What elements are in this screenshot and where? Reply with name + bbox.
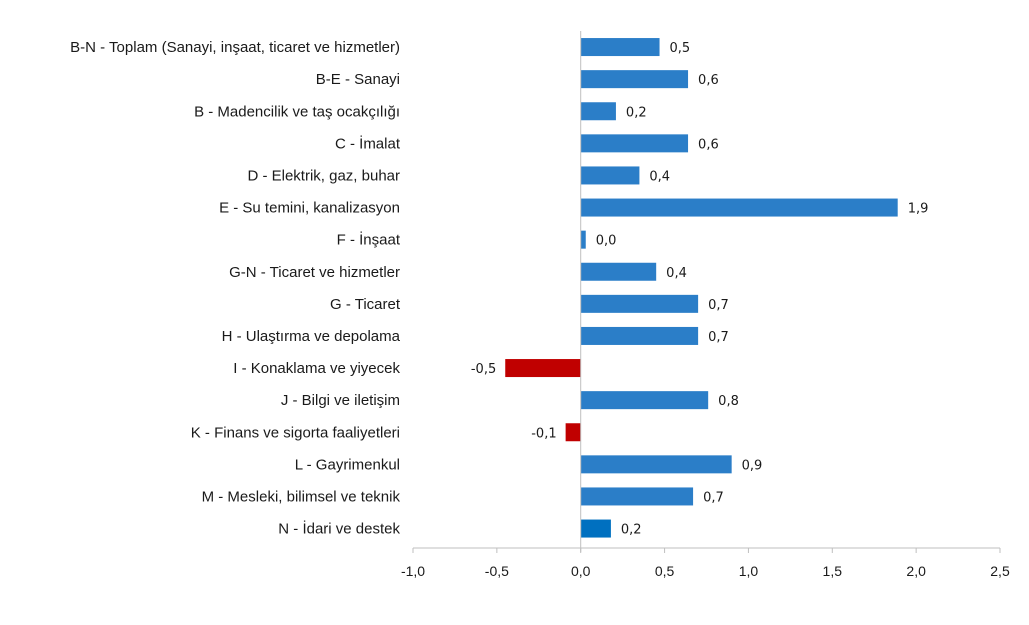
bar xyxy=(580,102,616,121)
data-label: 0,7 xyxy=(708,298,729,313)
category-label: M - Mesleki, bilimsel ve teknik xyxy=(202,488,401,505)
bar xyxy=(580,326,699,345)
data-label: 0,7 xyxy=(703,490,724,505)
category-label: N - İdari ve destek xyxy=(278,520,400,538)
data-label: 0,7 xyxy=(708,330,729,345)
x-tick-label: 1,5 xyxy=(823,563,843,579)
data-label: 0,8 xyxy=(718,394,739,409)
category-label: K - Finans ve sigorta faaliyetleri xyxy=(191,424,400,441)
category-label: H - Ulaştırma ve depolama xyxy=(222,328,401,345)
category-label: J - Bilgi ve iletişim xyxy=(281,392,400,409)
data-label: 0,6 xyxy=(698,73,719,88)
category-labels: B-N - Toplam (Sanayi, inşaat, ticaret ve… xyxy=(70,39,401,538)
bar xyxy=(580,391,709,410)
data-label: 0,0 xyxy=(596,234,617,249)
data-label: -0,1 xyxy=(531,426,556,441)
bar xyxy=(580,455,732,474)
category-label: B-E - Sanayi xyxy=(316,71,400,88)
category-label: I - Konaklama ve yiyecek xyxy=(233,360,400,377)
x-tick-labels: -1,0 -0,5 0,0 0,5 1,0 1,5 2,0 2,5 xyxy=(401,563,1010,579)
data-label: -0,5 xyxy=(471,362,496,377)
bar xyxy=(580,487,694,506)
category-label: B - Madencilik ve taş ocakçılığı xyxy=(194,103,400,120)
bar xyxy=(505,359,581,378)
bar xyxy=(580,134,689,153)
bars xyxy=(505,38,898,538)
bar xyxy=(580,230,586,249)
bar xyxy=(580,166,640,185)
x-tick-label: 2,5 xyxy=(990,563,1010,579)
data-labels: 0,5 0,6 0,2 0,6 0,4 1,9 0,0 0,4 0,7 0,7 -0,5 0,8 -0,… xyxy=(471,41,929,538)
data-label: 0,2 xyxy=(626,105,647,120)
data-label: 0,9 xyxy=(742,458,763,473)
x-tick-label: 2,0 xyxy=(906,563,926,579)
data-label: 0,4 xyxy=(666,266,687,281)
bar xyxy=(580,519,611,538)
category-label: B-N - Toplam (Sanayi, inşaat, ticaret ve… xyxy=(70,39,400,56)
x-tick-label: 0,5 xyxy=(655,563,675,579)
x-tick-label: -0,5 xyxy=(485,563,509,579)
bar xyxy=(580,38,660,57)
x-tick-label: 1,0 xyxy=(739,563,759,579)
category-label: L - Gayrimenkul xyxy=(295,456,400,473)
category-label: G - Ticaret xyxy=(330,296,401,313)
category-label: E - Su temini, kanalizasyon xyxy=(219,200,400,217)
data-label: 0,4 xyxy=(649,169,670,184)
bar xyxy=(580,294,699,313)
x-tick-label: 0,0 xyxy=(571,563,591,579)
category-label: G-N - Ticaret ve hizmetler xyxy=(229,264,400,281)
data-label: 0,6 xyxy=(698,137,719,152)
bar xyxy=(580,262,657,281)
data-label: 0,5 xyxy=(670,41,691,56)
data-label: 0,2 xyxy=(621,523,642,538)
category-label: C - İmalat xyxy=(335,134,401,152)
category-label: D - Elektrik, gaz, buhar xyxy=(247,167,400,184)
bar xyxy=(580,70,689,89)
data-label: 1,9 xyxy=(908,202,929,217)
category-label: F - İnşaat xyxy=(337,231,401,249)
x-tick-label: -1,0 xyxy=(401,563,425,579)
axes xyxy=(412,31,1001,553)
bar xyxy=(565,423,581,442)
bar xyxy=(580,198,898,217)
